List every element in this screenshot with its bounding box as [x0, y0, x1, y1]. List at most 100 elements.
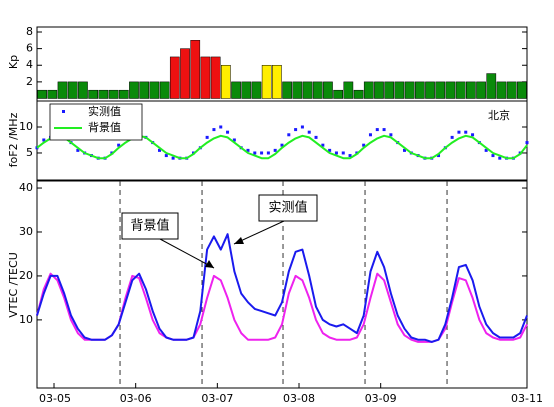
y-tick-label: 10 — [19, 313, 33, 326]
x-tick-label: 03-05 — [39, 392, 71, 405]
arrow-head — [205, 260, 214, 268]
kp-bar — [57, 81, 68, 99]
data-point — [328, 148, 332, 152]
data-point — [382, 128, 386, 132]
legend-label: 实测值 — [88, 104, 121, 118]
data-point — [362, 143, 366, 147]
data-point — [158, 148, 161, 152]
data-point — [307, 130, 311, 134]
data-point — [117, 143, 121, 147]
kp-bar — [139, 81, 150, 99]
data-point — [294, 128, 298, 132]
kp-bar — [506, 81, 517, 99]
kp-bar — [496, 81, 507, 99]
legend-label: 背景值 — [88, 120, 121, 134]
data-point — [341, 151, 345, 155]
data-point — [491, 154, 495, 158]
kp-bar — [67, 81, 78, 99]
kp-bar — [374, 81, 384, 99]
data-point — [164, 154, 168, 158]
data-point — [219, 125, 223, 129]
y-axis-label: foF2 /MHz — [7, 112, 20, 167]
kp-bar — [37, 89, 47, 99]
series-line — [36, 134, 528, 160]
data-point — [246, 148, 250, 152]
kp-bar — [180, 48, 190, 99]
kp-bar — [221, 64, 231, 99]
kp-bar — [282, 81, 292, 99]
x-tick-label: 03-09 — [365, 392, 397, 405]
kp-bar — [363, 81, 374, 99]
x-tick-label: 03-11 — [511, 392, 543, 405]
data-point — [457, 130, 461, 134]
y-tick-label: 5 — [26, 146, 33, 159]
series-line — [36, 233, 528, 343]
y-tick-label: 10 — [19, 120, 33, 133]
kp-bar — [343, 81, 354, 99]
series-line — [36, 272, 528, 343]
legend-box — [49, 103, 143, 141]
arrow-head — [234, 237, 244, 244]
kp-bar — [241, 81, 252, 99]
data-point — [437, 154, 441, 158]
legend-marker — [62, 110, 65, 113]
annotation: 北京 — [488, 108, 510, 122]
kp-bar — [353, 89, 364, 99]
annotation-box — [121, 212, 179, 240]
kp-bar — [404, 81, 415, 99]
data-point — [42, 138, 46, 142]
kp-bar — [333, 89, 343, 99]
kp-bar — [261, 64, 272, 99]
data-point — [484, 148, 488, 152]
plot-frame — [36, 100, 528, 181]
data-point — [253, 151, 257, 155]
data-point — [403, 148, 406, 152]
annotation-box — [258, 194, 318, 222]
y-tick-label: 2 — [26, 75, 33, 88]
data-point — [498, 156, 502, 160]
data-point — [266, 151, 270, 155]
kp-bar — [190, 40, 201, 99]
data-point — [389, 133, 393, 137]
kp-bar — [384, 81, 395, 99]
kp-bar — [47, 89, 58, 99]
kp-bar — [98, 89, 109, 99]
data-point — [321, 143, 325, 147]
data-point — [348, 154, 352, 158]
kp-bar — [517, 81, 527, 99]
data-point — [287, 133, 291, 137]
kp-bar — [149, 81, 160, 99]
kp-bar — [486, 73, 497, 99]
kp-bar — [476, 81, 486, 99]
data-point — [212, 128, 216, 132]
kp-bar — [292, 81, 303, 99]
kp-bar — [312, 81, 323, 99]
data-point — [300, 125, 304, 129]
annotation-arrow — [159, 238, 215, 269]
kp-bar — [455, 81, 466, 99]
kp-bar — [435, 81, 446, 99]
annotation: 实测值 — [268, 200, 307, 216]
kp-bar — [272, 64, 282, 99]
kp-bar — [445, 81, 456, 99]
kp-bar — [129, 81, 139, 99]
data-point — [76, 148, 80, 152]
x-tick-label: 03-07 — [201, 392, 233, 405]
kp-bar — [251, 81, 262, 99]
data-point — [464, 130, 468, 134]
data-point — [232, 138, 236, 142]
kp-bar — [78, 81, 88, 99]
y-tick-label: 30 — [19, 225, 33, 238]
data-point — [280, 143, 284, 147]
x-tick-label: 03-06 — [120, 392, 152, 405]
data-point — [450, 135, 454, 139]
foF2-legend: 实测值 背景值 — [49, 103, 143, 141]
kp-bar — [414, 81, 425, 99]
data-point — [334, 151, 338, 155]
data-point — [368, 133, 372, 137]
data-point — [171, 156, 175, 160]
data-point — [260, 151, 264, 155]
x-tick-label: 03-08 — [283, 392, 315, 405]
kp-bar — [323, 81, 333, 99]
